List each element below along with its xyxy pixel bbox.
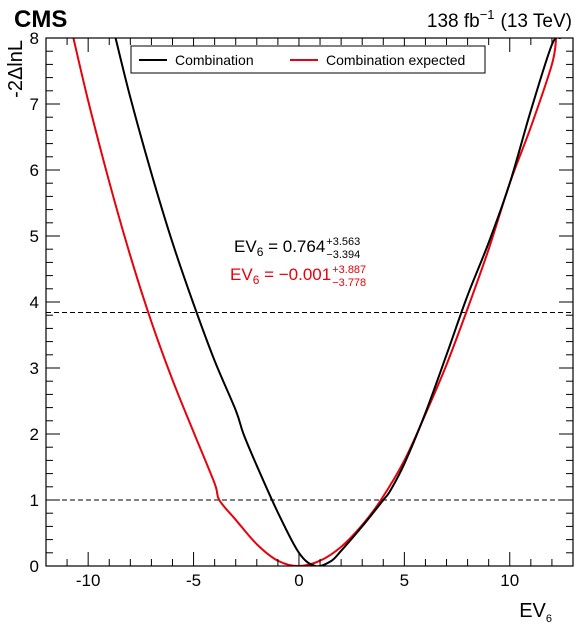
x-tick-label: 0 — [294, 571, 303, 590]
fit-result-2: EV6 = −0.001 +3.887−3.778 — [230, 264, 366, 289]
fit-result-error-up: +3.887 — [332, 264, 366, 276]
fit-result-error-down: −3.394 — [326, 249, 360, 261]
luminosity-exponent: −1 — [480, 7, 495, 22]
series-line-combination-expected — [72, 38, 558, 566]
x-axis-title-main: EV — [519, 600, 546, 622]
legend-label: Combination expected — [326, 52, 465, 68]
y-tick-label: 4 — [30, 293, 39, 312]
fit-result-error-up: +3.563 — [326, 236, 360, 248]
plot-frame — [45, 37, 574, 567]
ticks-layer: -10 -5 0 5 10 0 1 2 3 4 5 6 7 8 — [30, 29, 574, 590]
y-tick-label: 3 — [30, 359, 39, 378]
y-tick-label: 0 — [30, 557, 39, 576]
legend: Combination Combination expected — [130, 45, 486, 74]
series-line-combination — [114, 38, 561, 566]
luminosity-value: 138 fb — [427, 11, 480, 32]
x-axis-title: EV6 — [519, 600, 552, 625]
fit-result-text: EV6 = 0.764 — [234, 237, 325, 259]
x-axis-title-subscript: 6 — [546, 613, 552, 625]
y-tick-label: 6 — [30, 161, 39, 180]
x-tick-label: 5 — [400, 571, 409, 590]
y-tick-label: 2 — [30, 425, 39, 444]
y-tick-label: 1 — [30, 491, 39, 510]
fit-result-annotations: EV6 = 0.764 +3.563−3.394 EV6 = −0.001 +3.88… — [230, 236, 366, 289]
energy-label: (13 TeV) — [501, 11, 572, 32]
x-tick-label: 10 — [500, 571, 519, 590]
y-tick-label: 5 — [30, 227, 39, 246]
y-tick-label: 8 — [30, 29, 39, 48]
fit-result-text: EV6 = −0.001 — [230, 265, 331, 287]
y-axis-title: -2ΔlnL — [5, 40, 27, 98]
fit-result-1: EV6 = 0.764 +3.563−3.394 — [234, 236, 360, 261]
x-tick-label: -5 — [186, 571, 201, 590]
x-tick-label: -10 — [76, 571, 101, 590]
legend-label: Combination — [175, 52, 254, 68]
y-tick-label: 7 — [30, 95, 39, 114]
luminosity-label: 138 fb−1 (13 TeV) — [427, 7, 572, 32]
plot-layer — [46, 38, 573, 566]
fit-result-error-down: −3.778 — [332, 277, 366, 289]
experiment-label: CMS — [14, 6, 67, 33]
